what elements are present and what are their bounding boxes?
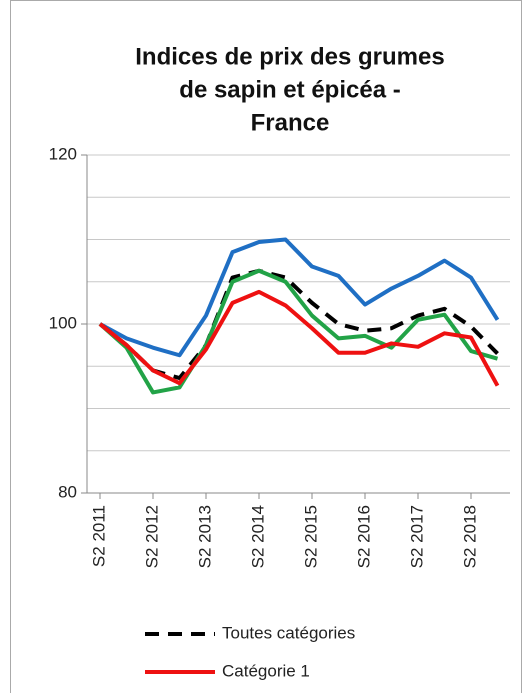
series-line (98, 268, 499, 381)
chart-title: France (251, 109, 330, 136)
x-tick-label: S2 2012 (142, 505, 161, 568)
legend-label: Catégorie 1 (222, 661, 310, 680)
x-tick-label: S2 2017 (407, 505, 426, 568)
legend-label: Toutes catégories (222, 623, 355, 642)
series-line (98, 289, 500, 387)
x-tick-label: S2 2014 (248, 505, 267, 568)
y-tick-label: 80 (58, 482, 77, 501)
chart-frame (10, 0, 522, 693)
chart-title: de sapin et épicéa - (179, 76, 400, 103)
x-tick-label: S2 2015 (301, 505, 320, 568)
x-tick-label: S2 2013 (195, 505, 214, 568)
x-tick-label: S2 2011 (89, 505, 108, 567)
x-tick-label: S2 2018 (460, 505, 479, 568)
y-tick-label: 100 (49, 313, 77, 332)
series-line (98, 268, 499, 395)
y-tick-label: 120 (49, 144, 77, 163)
chart-title: Indices de prix des grumes (135, 43, 444, 70)
series-line (99, 237, 500, 358)
x-tick-label: S2 2016 (354, 505, 373, 568)
